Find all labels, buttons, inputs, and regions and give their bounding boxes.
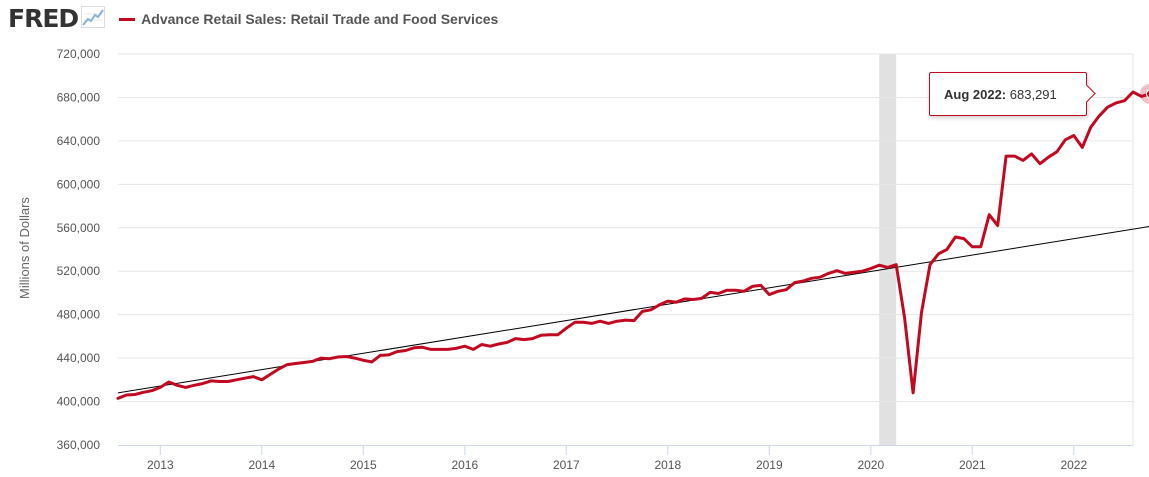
x-tick-label: 2016: [451, 458, 478, 472]
hover-point: [1145, 89, 1149, 98]
recession-band: [879, 54, 897, 445]
y-tick-label: 440,000: [57, 351, 101, 365]
x-axis-tick-labels: 2013 2014 2015 2016 2017 2018 2019 2020 2021 2022: [147, 458, 1088, 472]
y-tick-label: 560,000: [57, 221, 101, 235]
trend-line: [117, 226, 1149, 394]
recession-shading-layer: [879, 54, 897, 445]
x-tick-label: 2020: [857, 458, 884, 472]
x-tick-label: 2017: [553, 458, 580, 472]
tooltip-value: 683,291: [1009, 87, 1057, 102]
grid-layer: [118, 53, 1134, 445]
x-tick-label: 2019: [756, 458, 783, 472]
y-tick-label: 480,000: [57, 308, 101, 322]
x-tick-label: 2015: [350, 458, 377, 472]
x-tick-label: 2018: [654, 458, 681, 472]
chart-legend[interactable]: Advance Retail Sales: Retail Trade and F…: [119, 11, 498, 27]
data-tooltip: Aug 2022: 683,291: [929, 72, 1096, 116]
x-tick-label: 2021: [959, 458, 986, 472]
legend-series-label: Advance Retail Sales: Retail Trade and F…: [141, 11, 499, 27]
y-axis-tick-labels: 360,000 400,000 440,000 480,000 520,000 560,0…: [57, 47, 101, 452]
retail-sales-line: [116, 90, 1149, 400]
y-tick-label: 680,000: [57, 90, 101, 104]
y-tick-label: 600,000: [57, 177, 101, 191]
x-axis-line: [118, 445, 1133, 455]
fred-logo-text: FRED: [8, 4, 79, 33]
y-tick-label: 400,000: [57, 395, 101, 409]
series-layer: [116, 90, 1149, 400]
legend-swatch: [119, 17, 136, 21]
tooltip-date: Aug 2022:: [944, 87, 1007, 102]
x-tick-label: 2014: [248, 458, 275, 472]
y-tick-label: 720,000: [57, 47, 101, 61]
x-tick-label: 2022: [1060, 458, 1087, 472]
y-axis-title: Millions of Dollars: [17, 197, 32, 299]
y-tick-label: 360,000: [57, 438, 101, 452]
y-tick-label: 640,000: [57, 134, 101, 148]
x-tick-label: 2013: [147, 458, 174, 472]
y-tick-label: 520,000: [57, 264, 101, 278]
hover-marker-layer: [1139, 83, 1149, 104]
chart-header: FRED Advance Retail Sales: Retail Trade …: [8, 5, 498, 33]
fred-logo[interactable]: FRED: [8, 4, 106, 33]
trend-line-icon: [81, 6, 106, 33]
hover-halo: [1139, 83, 1149, 104]
tooltip-text: Aug 2022: 683,291: [944, 87, 1057, 102]
